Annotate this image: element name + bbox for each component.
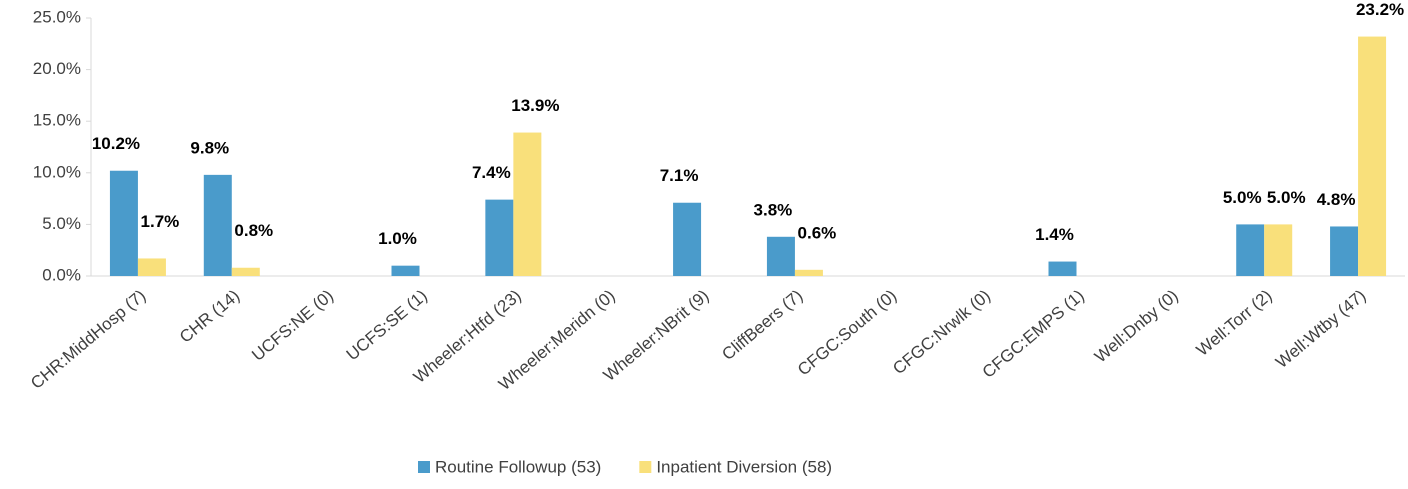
y-tick-label: 0.0%: [42, 265, 81, 284]
x-tick-label: Well:Torr (2): [1193, 286, 1276, 360]
bar: [203, 174, 232, 276]
y-tick-label: 25.0%: [33, 7, 81, 26]
data-label: 7.4%: [472, 163, 511, 182]
data-label: 0.8%: [234, 221, 273, 240]
x-tick-label: Well:Dnby (0): [1091, 286, 1182, 367]
x-tick-label: CFGC:South (0): [794, 286, 900, 379]
bar: [673, 202, 702, 276]
x-tick-label: UCFS:SE (1): [343, 286, 431, 364]
x-tick-label: Well:Wtby (47): [1272, 286, 1369, 372]
data-label: 3.8%: [754, 200, 793, 219]
x-tick-label: CliffBeers (7): [718, 286, 806, 364]
data-label: 4.8%: [1317, 190, 1356, 209]
data-label: 13.9%: [511, 96, 559, 115]
data-label: 5.0%: [1267, 188, 1306, 207]
data-label: 1.7%: [141, 212, 180, 231]
data-label: 10.2%: [92, 134, 140, 153]
bar: [1264, 224, 1293, 276]
data-label: 1.4%: [1035, 225, 1074, 244]
y-tick-label: 5.0%: [42, 214, 81, 233]
legend-label: Routine Followup (53): [435, 457, 601, 476]
x-tick-label: CFGC:EMPS (1): [979, 286, 1088, 382]
data-label: 0.6%: [798, 223, 837, 242]
x-tick-label: CHR (14): [176, 286, 243, 347]
y-tick-label: 15.0%: [33, 111, 81, 130]
bar: [231, 267, 260, 276]
bar: [109, 170, 138, 276]
data-label: 7.1%: [660, 166, 699, 185]
bar: [391, 265, 420, 276]
bar: [1358, 36, 1387, 276]
data-label: 23.2%: [1356, 0, 1404, 19]
bar: [794, 269, 823, 276]
data-label: 5.0%: [1223, 188, 1262, 207]
y-tick-label: 10.0%: [33, 162, 81, 181]
x-tick-label: UCFS:NE (0): [248, 286, 337, 365]
bar: [137, 258, 166, 276]
bar: [513, 132, 542, 276]
legend-swatch: [418, 461, 430, 473]
y-tick-label: 20.0%: [33, 59, 81, 78]
bar: [485, 199, 514, 276]
bar: [766, 236, 795, 276]
legend-swatch: [639, 461, 652, 473]
data-label: 9.8%: [190, 138, 229, 157]
x-tick-label: CHR:MiddHosp (7): [27, 286, 149, 393]
bar: [1048, 261, 1077, 276]
bar: [1236, 224, 1265, 276]
legend-label: Inpatient Diversion (58): [656, 457, 832, 476]
data-label: 1.0%: [378, 229, 417, 248]
x-tick-label: CFGC:Nrwlk (0): [889, 286, 994, 378]
bar: [1330, 226, 1359, 276]
